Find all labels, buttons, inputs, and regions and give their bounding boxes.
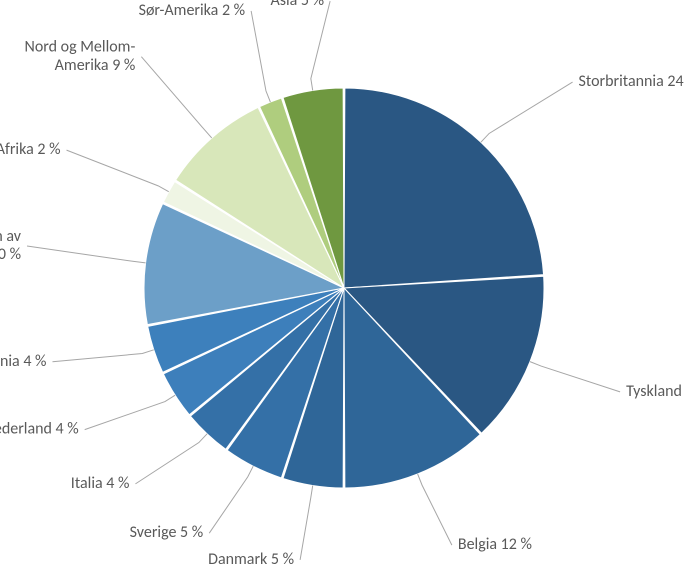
pie-label: Resten aveuropa 10 % [0, 227, 22, 264]
pie-label: Italia 4 % [71, 474, 130, 493]
leader-line [300, 486, 313, 560]
pie-label: Belgia 12 % [458, 535, 532, 554]
leader-line [530, 362, 620, 392]
pie-chart: Storbritannia 24 % Tyskland 14 % Belgia 12… [0, 0, 685, 570]
pie-label: Sør-Amerika 2 % [139, 1, 246, 20]
pie-label: Tyskland 14 % [626, 382, 685, 401]
leader-line [141, 57, 211, 138]
pie-label: Danmark 5 % [208, 550, 294, 569]
pie-label: Storbritannia 24 % [579, 72, 685, 91]
leader-line [481, 82, 573, 142]
leader-line [67, 150, 169, 191]
leader-line [418, 474, 452, 545]
leader-line [52, 350, 153, 362]
leader-line [251, 11, 270, 102]
pie-label: Sverige 5 % [130, 523, 204, 542]
leader-line [209, 466, 253, 533]
leader-line [311, 1, 330, 90]
pie-label: Afrika 2 % [0, 140, 61, 159]
pie-label: Spania 4 % [0, 352, 46, 371]
leader-line [27, 246, 146, 263]
leader-line [135, 434, 207, 484]
pie-label: Nederland 4 % [0, 419, 79, 438]
leader-line [85, 395, 175, 429]
pie-slices [144, 88, 544, 488]
pie-label: Nord og Mellom-Amerika 9 % [25, 37, 136, 74]
pie-label: Asia 5 % [270, 0, 324, 10]
